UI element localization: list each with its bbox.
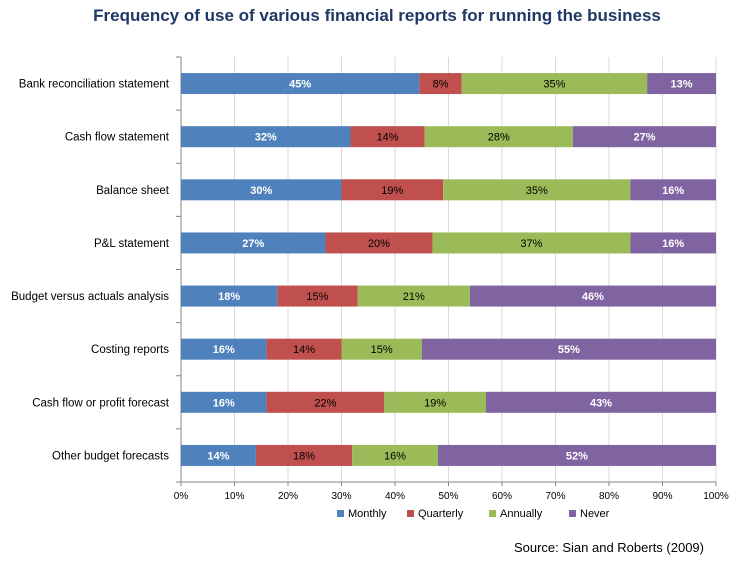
bar-segment [469, 285, 716, 307]
bar-segment [419, 73, 462, 95]
data-label: 52% [566, 450, 588, 462]
x-tick-label: 70% [545, 491, 565, 502]
category-label: Bank reconciliation statement [19, 79, 170, 91]
x-tick-label: 10% [224, 491, 244, 502]
data-label: 16% [662, 185, 684, 197]
bar-segment [350, 126, 425, 148]
legend-label: Annually [500, 508, 543, 520]
x-tick-label: 0% [174, 491, 189, 502]
data-label: 20% [368, 238, 390, 250]
bar-segment [341, 179, 444, 201]
data-label: 15% [306, 291, 328, 303]
bar-segment [181, 232, 326, 254]
category-label: Cash flow or profit forecast [32, 397, 170, 409]
bar-segment [181, 126, 351, 148]
data-label: 16% [213, 344, 235, 356]
data-label: 27% [242, 238, 264, 250]
chart-title: Frequency of use of various financial re… [93, 6, 661, 25]
bar-segment [266, 338, 342, 360]
data-label: 13% [671, 79, 693, 91]
data-label: 43% [590, 397, 612, 409]
bar-segment [443, 179, 631, 201]
bar-segment [630, 179, 716, 201]
bar-segment [181, 444, 256, 466]
x-tick-label: 20% [278, 491, 298, 502]
bar-segment [181, 285, 278, 307]
data-label: 21% [403, 291, 425, 303]
bar-segment [572, 126, 716, 148]
bar-segment [630, 232, 716, 254]
bar-segment [461, 73, 648, 95]
x-tick-label: 50% [438, 491, 458, 502]
data-label: 15% [371, 344, 393, 356]
x-tick-label: 100% [703, 491, 729, 502]
category-label: Balance sheet [96, 185, 170, 197]
data-label: 14% [207, 450, 229, 462]
data-label: 18% [293, 450, 315, 462]
bar-segment [341, 338, 422, 360]
data-label: 16% [213, 397, 235, 409]
bar-segment [181, 338, 267, 360]
bar-segment [384, 391, 486, 413]
bar-segment [181, 391, 267, 413]
x-tick-label: 90% [652, 491, 672, 502]
bar-segment [647, 73, 716, 95]
source-note: Source: Sian and Roberts (2009) [513, 540, 704, 555]
legend-swatch [489, 510, 496, 517]
category-label: Cash flow statement [65, 132, 170, 144]
legend-swatch [407, 510, 414, 517]
bar-segment [255, 444, 353, 466]
bar-segment [352, 444, 438, 466]
x-tick-label: 80% [599, 491, 619, 502]
data-label: 16% [662, 238, 684, 250]
data-label: 28% [488, 132, 510, 144]
legend-label: Never [580, 508, 610, 520]
bar-segment [277, 285, 358, 307]
bar-segment [181, 73, 420, 95]
data-label: 45% [289, 79, 311, 91]
category-label: Budget versus actuals analysis [11, 291, 169, 303]
data-label: 35% [543, 79, 565, 91]
legend-swatch [569, 510, 576, 517]
category-label: Costing reports [91, 344, 169, 356]
legend-label: Quarterly [418, 508, 464, 520]
bar-segment [437, 444, 716, 466]
data-label: 19% [381, 185, 403, 197]
data-label: 14% [377, 132, 399, 144]
bar-segment [181, 179, 342, 201]
legend-label: Monthly [348, 508, 387, 520]
data-label: 32% [255, 132, 277, 144]
data-label: 14% [293, 344, 315, 356]
bar-segment [357, 285, 470, 307]
bar-segment [432, 232, 631, 254]
bar-segment [421, 338, 716, 360]
legend-swatch [337, 510, 344, 517]
category-label: P&L statement [94, 238, 170, 250]
data-label: 37% [520, 238, 542, 250]
bar-segment [266, 391, 385, 413]
category-label: Other budget forecasts [52, 450, 169, 462]
bar-segment [485, 391, 716, 413]
data-label: 22% [314, 397, 336, 409]
data-label: 8% [433, 79, 449, 91]
bar-segment [424, 126, 573, 148]
x-tick-label: 30% [331, 491, 351, 502]
data-label: 55% [558, 344, 580, 356]
x-tick-label: 40% [385, 491, 405, 502]
x-tick-label: 60% [492, 491, 512, 502]
data-label: 46% [582, 291, 604, 303]
bar-segment [325, 232, 433, 254]
data-label: 27% [633, 132, 655, 144]
data-label: 16% [384, 450, 406, 462]
data-label: 18% [218, 291, 240, 303]
data-label: 30% [250, 185, 272, 197]
data-label: 19% [424, 397, 446, 409]
data-label: 35% [526, 185, 548, 197]
